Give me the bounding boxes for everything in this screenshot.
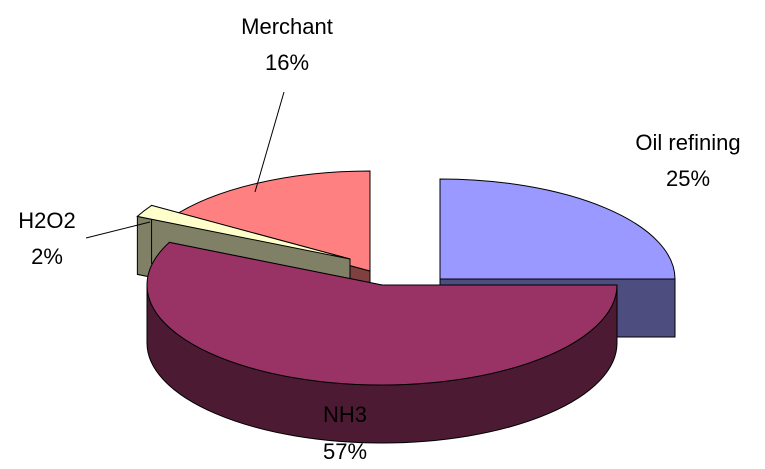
slice-value-merchant: 16% [265,50,309,75]
pie-slices [136,170,676,444]
slice-value-nh3: 57% [323,439,367,464]
slice-label-h2o2: H2O2 [18,208,75,233]
leader-line-merchant [254,91,285,193]
slice-top-merchant [170,170,371,272]
leader-line-h2o2 [85,221,151,239]
slice-top-h2o2 [136,204,351,260]
slice-label-oil: Oil refining [635,130,740,155]
slice-top-nh3 [146,241,618,386]
leader-lines [85,91,285,239]
slice-nh3 [146,241,618,444]
pie-labels: Merchant 16% Oil refining 25% H2O2 2% NH… [18,14,740,464]
slice-label-merchant: Merchant [241,14,333,39]
slice-value-h2o2: 2% [31,244,63,269]
slice-top-oil [439,178,676,280]
slice-value-oil: 25% [666,166,710,191]
slice-label-nh3: NH3 [323,402,367,427]
